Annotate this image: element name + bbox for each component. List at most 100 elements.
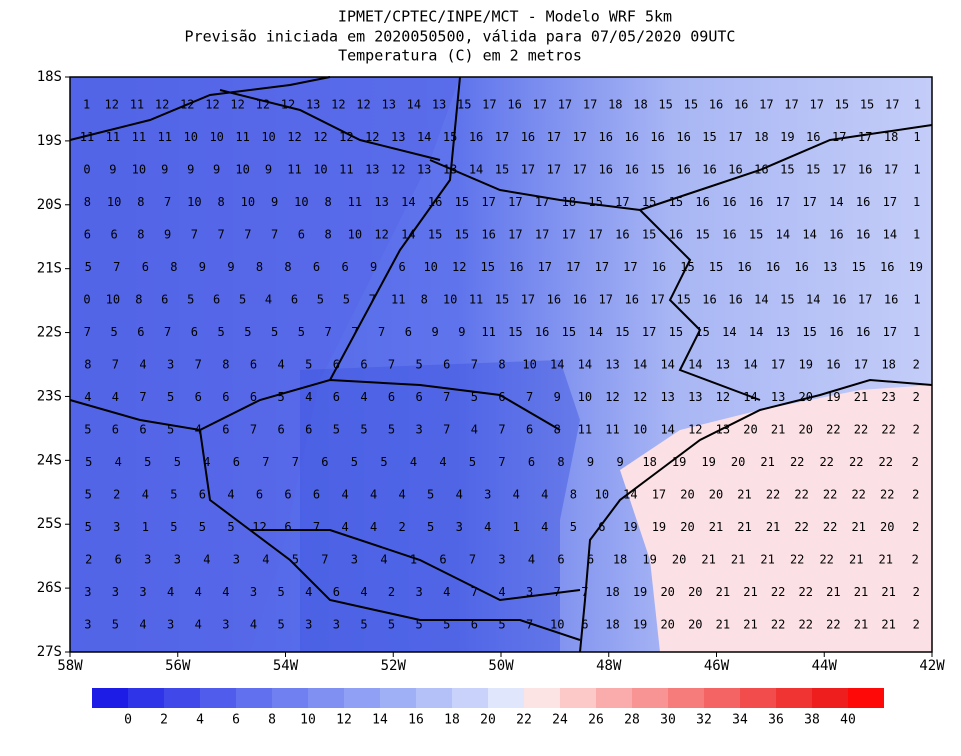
grid-value: 10 [348,228,362,242]
grid-value: 3 [456,520,463,534]
grid-value: 22 [819,455,833,469]
grid-value: 22 [766,488,780,502]
grid-value: 6 [405,325,412,339]
grid-value: 22 [849,455,863,469]
grid-value: 21 [737,488,751,502]
grid-value: 0 [83,163,90,177]
grid-value: 9 [616,455,623,469]
grid-value: 21 [716,618,730,632]
grid-value: 5 [416,358,423,372]
grid-value: 7 [498,423,505,437]
grid-value: 5 [84,423,91,437]
grid-value: 12 [230,98,244,112]
grid-value: 1 [83,98,90,112]
colorbar-box [488,688,524,708]
grid-value: 9 [164,228,171,242]
grid-value: 2 [913,390,920,404]
grid-value: 17 [884,163,898,177]
grid-value: 8 [222,358,229,372]
grid-value: 9 [213,163,220,177]
grid-value: 16 [856,195,870,209]
y-tick-label: 25S [37,516,62,532]
colorbar-label: 40 [840,713,856,728]
grid-value: 16 [766,260,780,274]
grid-value: 17 [573,163,587,177]
grid-value: 6 [139,423,146,437]
grid-value: 2 [913,585,920,599]
grid-value: 9 [161,163,168,177]
grid-value: 19 [633,618,647,632]
grid-value: 20 [672,553,686,567]
grid-value: 5 [498,618,505,632]
grid-value: 17 [588,228,602,242]
grid-value: 15 [615,325,629,339]
grid-value: 6 [360,358,367,372]
grid-value: 4 [115,455,122,469]
grid-value: 3 [351,553,358,567]
y-tick-label: 27S [37,644,62,660]
grid-value: 15 [684,98,698,112]
grid-value: 3 [113,520,120,534]
grid-value: 12 [391,163,405,177]
grid-value: 15 [669,325,683,339]
grid-value: 7 [388,358,395,372]
grid-value: 22 [823,520,837,534]
colorbar-box [848,688,884,708]
value-grid: 1 12 11 12 12 12 12 12 12 13 12 12 13 14 13 15 17 16 17 17 1… [80,98,923,632]
grid-value: 5 [317,293,324,307]
grid-value: 1 [913,130,920,144]
grid-value: 17 [562,228,576,242]
grid-value: 7 [526,618,533,632]
grid-value: 6 [137,325,144,339]
grid-value: 17 [566,260,580,274]
grid-value: 6 [498,390,505,404]
grid-value: 18 [605,585,619,599]
grid-value: 4 [222,585,229,599]
grid-value: 15 [709,260,723,274]
colorbar-label: 26 [588,713,604,728]
grid-value: 6 [388,390,395,404]
grid-value: 5 [174,455,181,469]
grid-value: 15 [642,228,656,242]
colorbar-box [164,688,200,708]
grid-value: 7 [113,260,120,274]
grid-value: 5 [305,358,312,372]
grid-value: 9 [265,163,272,177]
grid-value: 6 [142,260,149,274]
grid-value: 15 [428,228,442,242]
colorbar-box [236,688,272,708]
y-tick-label: 20S [37,197,62,213]
grid-value: 4 [262,553,269,567]
grid-value: 11 [235,130,249,144]
grid-value: 15 [695,325,709,339]
grid-value: 14 [401,228,415,242]
grid-value: 6 [528,455,535,469]
grid-value: 4 [341,520,348,534]
grid-value: 6 [471,618,478,632]
grid-value: 7 [250,423,257,437]
grid-value: 7 [218,228,225,242]
grid-value: 21 [881,585,895,599]
grid-value: 5 [187,293,194,307]
colorbar-label: 24 [552,713,568,728]
grid-value: 17 [508,195,522,209]
grid-value: 3 [416,423,423,437]
grid-value: 14 [407,98,421,112]
grid-value: 16 [481,228,495,242]
grid-value: 5 [112,618,119,632]
grid-value: 16 [728,293,742,307]
grid-value: 5 [277,618,284,632]
grid-value: 5 [292,553,299,567]
grid-value: 8 [84,195,91,209]
grid-value: 15 [749,228,763,242]
grid-value: 5 [167,423,174,437]
grid-value: 16 [737,260,751,274]
grid-value: 5 [360,423,367,437]
grid-value: 16 [535,325,549,339]
colorbar-box [668,688,704,708]
grid-value: 17 [547,163,561,177]
grid-value: 19 [780,130,794,144]
grid-value: 15 [676,293,690,307]
grid-value: 6 [321,455,328,469]
grid-value: 17 [802,195,816,209]
